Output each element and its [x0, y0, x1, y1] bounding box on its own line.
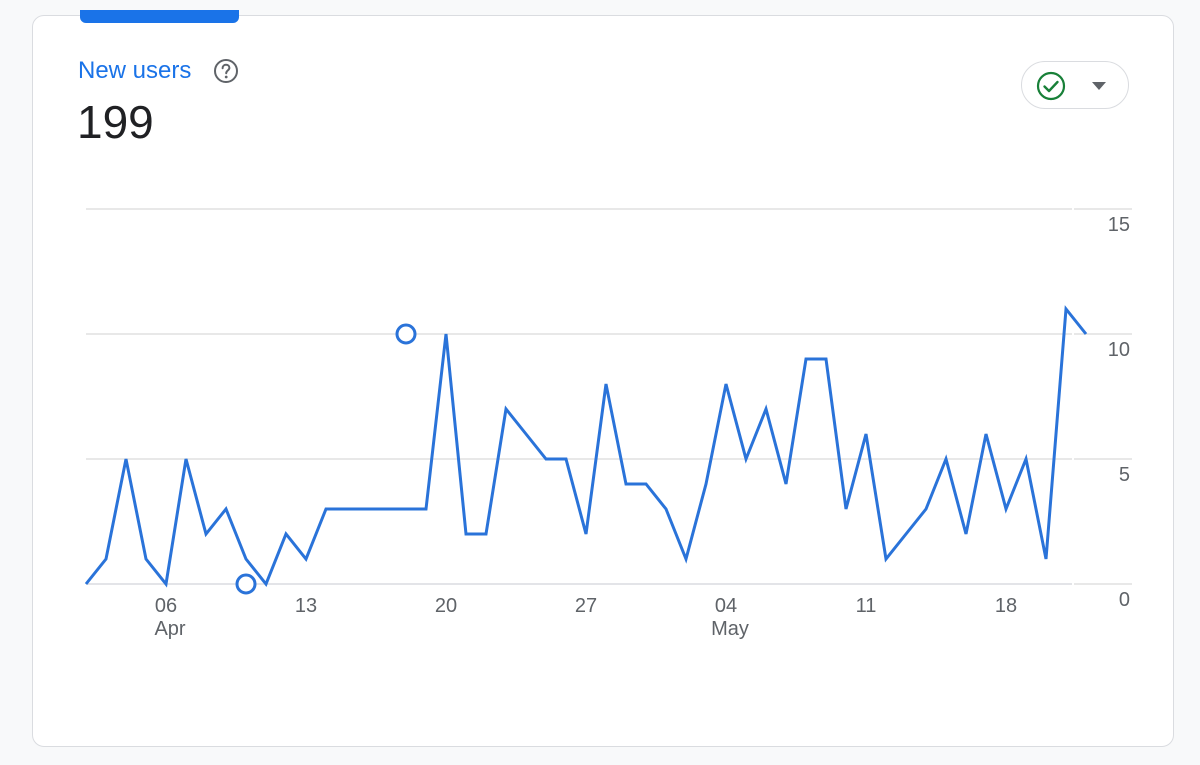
highlight-point	[235, 573, 257, 595]
x-tick-label: 20	[435, 595, 457, 617]
x-tick-month-label: Apr	[154, 618, 185, 640]
y-tick-label: 5	[1119, 464, 1130, 486]
check-circle-icon	[1036, 71, 1066, 101]
x-tick-label: 06	[155, 595, 177, 617]
x-tick-month-label: May	[711, 618, 749, 640]
x-tick-label: 27	[575, 595, 597, 617]
metric-value: 199	[77, 96, 154, 148]
status-dropdown-button[interactable]	[1021, 61, 1129, 109]
series-line	[84, 305, 1088, 588]
x-tick-label: 04	[715, 595, 737, 617]
highlight-point	[395, 323, 417, 345]
arrow-drop-down-icon	[1092, 82, 1106, 90]
x-tick-label: 11	[856, 595, 877, 617]
tab-indicator	[80, 10, 239, 23]
metric-label: New users	[78, 57, 192, 84]
y-tick-label: 0	[1119, 589, 1130, 611]
help-circle-icon[interactable]	[213, 58, 239, 84]
y-tick-label: 15	[1108, 214, 1130, 236]
x-tick-label: 13	[295, 595, 317, 617]
x-tick-label: 18	[995, 595, 1017, 617]
y-tick-label: 10	[1108, 339, 1130, 361]
new-users-card	[32, 15, 1174, 747]
